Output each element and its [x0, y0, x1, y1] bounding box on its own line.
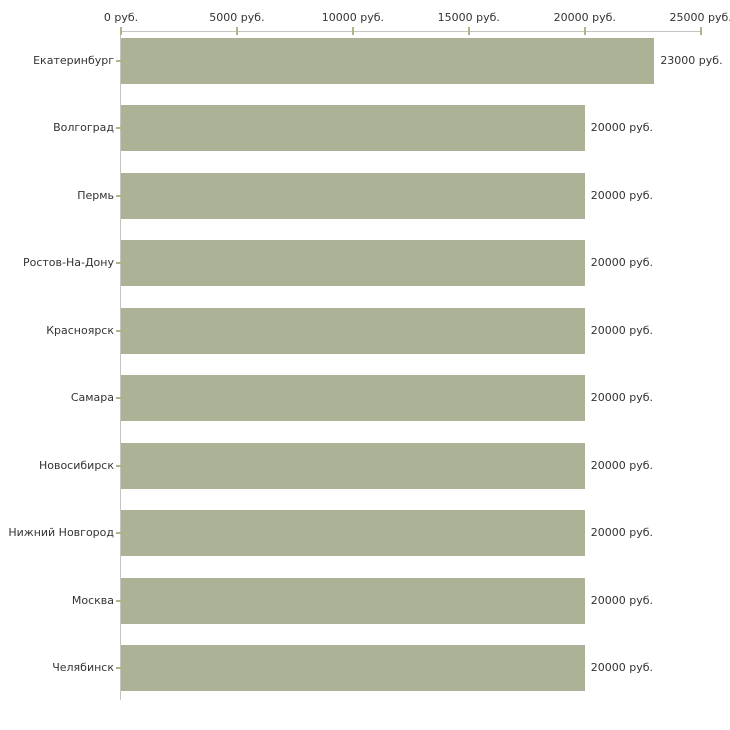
y-axis-tick-mark [116, 532, 121, 534]
x-axis-tick-mark [235, 27, 238, 35]
value-label: 20000 руб. [590, 391, 654, 404]
value-label: 20000 руб. [590, 256, 654, 269]
x-axis-tick-label: 25000 руб. [669, 11, 730, 24]
bar [121, 240, 585, 286]
y-axis-tick-mark [116, 329, 121, 332]
bar [121, 307, 585, 354]
bar [121, 172, 585, 219]
y-axis-tick-mark [116, 59, 121, 62]
bar [121, 105, 585, 151]
x-axis-tick-mark [699, 27, 702, 35]
value-label: 20000 руб. [590, 121, 654, 134]
x-axis-tick-label: 0 руб. [103, 11, 139, 24]
category-label: Красноярск [46, 323, 114, 337]
category-label: Волгоград [53, 121, 114, 134]
y-axis-tick-mark [116, 599, 121, 602]
bar [121, 645, 585, 691]
x-axis-tick-label: 20000 руб. [553, 11, 616, 24]
bar [121, 577, 585, 624]
y-axis-tick-mark [116, 262, 121, 264]
category-label: Пермь [77, 188, 114, 202]
x-axis-tick-mark [120, 27, 122, 35]
category-label: Екатеринбург [33, 53, 114, 67]
value-label: 20000 руб. [590, 593, 654, 607]
y-axis-tick-mark [116, 194, 121, 197]
x-axis-tick-mark [583, 27, 586, 35]
y-axis-tick-mark [116, 397, 121, 399]
x-axis-line [121, 31, 702, 32]
bar [121, 375, 585, 421]
y-axis-tick-mark [116, 464, 121, 467]
category-label: Нижний Новгород [8, 526, 114, 539]
category-label: Челябинск [52, 661, 114, 674]
category-label: Москва [71, 593, 114, 607]
y-axis-line [120, 31, 121, 700]
y-axis-tick-mark [116, 127, 121, 129]
value-label: 20000 руб. [590, 188, 654, 202]
bar [121, 37, 655, 84]
value-label: 20000 руб. [590, 323, 654, 337]
x-axis-tick-mark [467, 27, 470, 35]
category-label: Ростов-На-Дону [22, 256, 114, 269]
bar [121, 510, 585, 556]
y-axis-tick-mark [116, 667, 121, 669]
x-axis-tick-label: 15000 руб. [437, 11, 500, 24]
x-axis-tick-label: 10000 руб. [321, 11, 384, 24]
x-axis-tick-label: 5000 руб. [209, 11, 265, 24]
value-label: 23000 руб. [660, 53, 723, 67]
x-axis-tick-mark [351, 27, 354, 35]
value-label: 20000 руб. [590, 661, 654, 674]
value-label: 20000 руб. [590, 526, 654, 539]
value-label: 20000 руб. [590, 458, 654, 472]
category-label: Новосибирск [38, 458, 114, 472]
category-label: Самара [70, 391, 114, 404]
bar [121, 442, 585, 489]
